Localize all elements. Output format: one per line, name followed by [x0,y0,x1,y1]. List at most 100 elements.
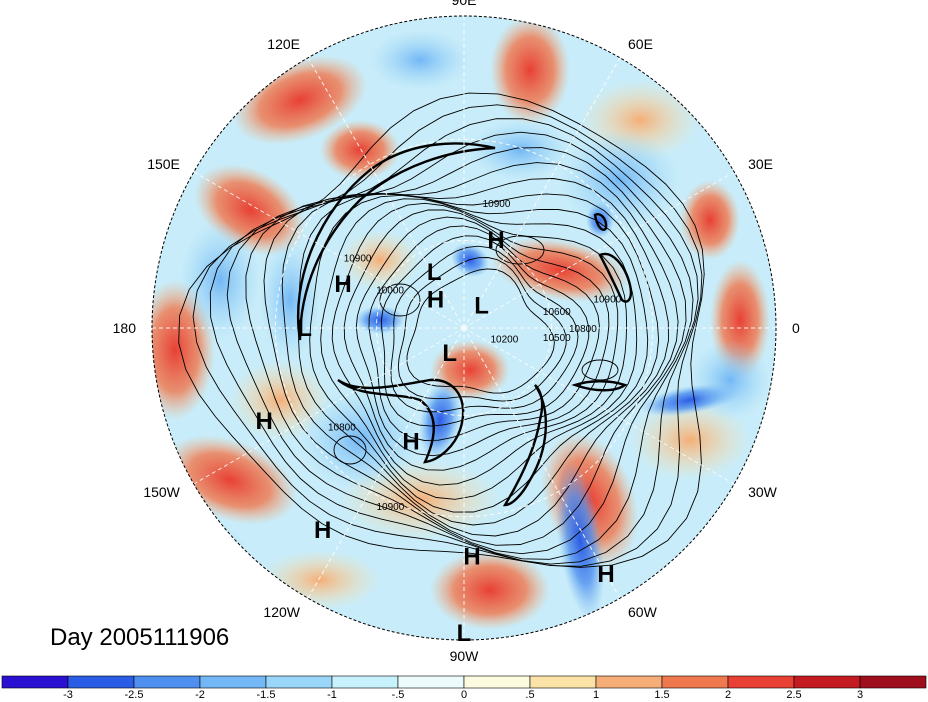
colorbar-tick-label: 0 [461,689,467,701]
low-pressure-label: L [474,293,489,320]
contour-labels: 10900 10900 10800 10600 10500 10000 10200 10800… [328,199,622,513]
colorbar-swatch [199,675,267,689]
colorbar-tick-label: 3 [857,689,863,701]
jet-contour [502,384,548,507]
colorbar-tick-label: -.5 [392,689,405,701]
colorbar-swatch [463,675,531,689]
height-contour [355,216,610,457]
contour-value-label: 10200 [490,335,518,346]
low-pressure-label: L [457,620,472,647]
colorbar-swatch [397,675,465,689]
colorbar-swatch [133,675,201,689]
jet-contour [598,252,633,303]
field-blob [180,220,260,340]
colorbar-swatch [859,675,927,689]
colorbar-tick-label: -1 [327,689,337,701]
height-contour [226,131,694,560]
height-contour [390,245,579,413]
height-contour [178,92,705,568]
meridian-line [463,327,735,485]
longitude-label: 60W [628,604,658,620]
field-blob [300,390,420,490]
colorbar-swatch [1,675,69,689]
field-blob [680,180,740,260]
jet-contour [296,142,496,341]
high-pressure-label: H [334,271,351,298]
longitude-label: 30W [748,484,778,500]
contour-value-label: 10600 [543,307,571,318]
longitude-label: 150W [143,484,180,500]
colorbar-tick-label: 2 [725,689,731,701]
longitude-label: 90W [450,648,480,664]
contour-value-label: 10900 [376,502,404,513]
height-contour [331,202,628,486]
field-blob [260,240,320,360]
longitude-label: 60E [628,36,653,52]
map-boundary [151,15,777,641]
height-contour [263,162,679,546]
meridian-line [307,57,465,329]
colorbar-tick-label: 2.5 [786,689,801,701]
closed-contour [581,359,619,381]
colorbar-tick-label: 1 [593,689,599,701]
height-contour [245,147,687,555]
field-blob [340,230,420,290]
height-contour [209,118,699,565]
longitude-label: 180 [113,320,137,336]
field-blob [430,550,550,630]
contour-value-label: 10900 [344,254,372,265]
longitude-label: 150E [147,156,180,172]
latitude-circle [274,138,654,518]
height-contour [298,193,660,526]
height-contour [281,178,669,537]
meridian-line [463,171,735,329]
high-pressure-label: H [256,408,273,435]
closed-contour [333,435,367,465]
field-blob [490,16,570,125]
colorbar-tick-label: .5 [525,689,534,701]
jet-contour [571,380,628,392]
field-blob [260,550,380,610]
high-pressure-label: H [487,227,504,254]
low-pressure-label: L [297,315,312,342]
height-contour [381,235,590,427]
jet-contour [593,213,608,231]
longitude-labels: 90E 60E 30E 0 30W 60W 90W 120W 150W 180 150E 120E [113,0,800,664]
height-contour [343,209,619,471]
high-pressure-label: H [597,561,614,588]
map-title: Day 2005111906 [50,624,229,651]
contour-value-label: 10900 [483,199,511,210]
meridian-line [463,327,621,599]
colorbar-tick-label: -1.5 [257,689,276,701]
height-contour [397,257,567,402]
longitude-label: 0 [792,320,800,336]
jet-contour [337,378,465,464]
colorbar-swatch [661,675,729,689]
field-blob [555,460,605,620]
longitude-label: 120E [267,36,300,52]
colorbar-swatch [67,675,135,689]
field-blob [419,380,461,460]
field-blob [630,400,750,480]
field-blob [355,306,405,334]
height-contour [368,225,600,441]
closed-contour [495,235,545,265]
colorbar-tick-label: -2 [195,689,205,701]
graticule [152,16,776,640]
colorbar-swatch [331,675,399,689]
high-pressure-label: H [427,287,444,314]
colorbar-tick-label: -3 [63,689,73,701]
longitude-label: 120W [263,604,300,620]
meridian-line [307,327,465,599]
height-contour [406,268,555,394]
height-contour [192,104,703,567]
colorbar-swatch [727,675,795,689]
colorbar-swatch [595,675,663,689]
high-pressure-label: H [463,544,480,571]
longitude-label: 90E [452,0,477,8]
colorbar-swatch [265,675,333,689]
height-contour [309,194,649,513]
contour-value-label: 10800 [328,423,356,434]
